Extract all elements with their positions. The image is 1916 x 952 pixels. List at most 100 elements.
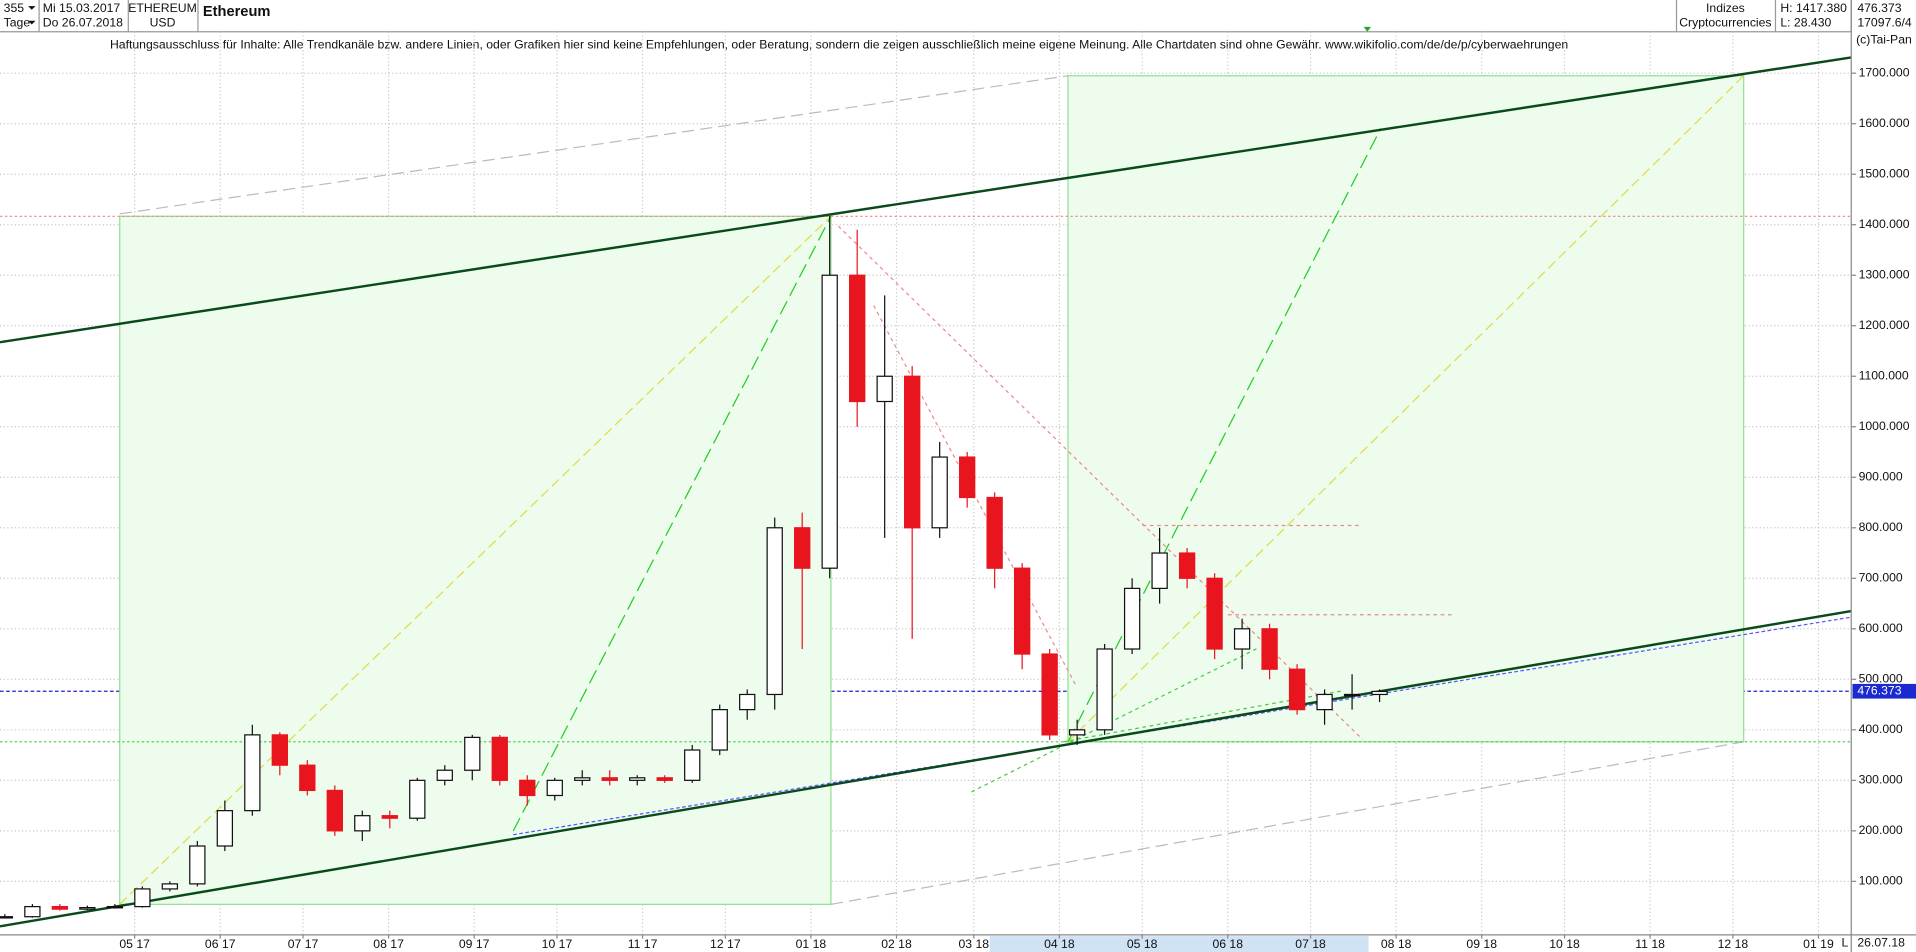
y-tick-label: 1100.000 <box>1859 368 1909 382</box>
candle-body <box>931 456 948 529</box>
candle-body <box>629 777 646 781</box>
candle-body <box>766 527 783 696</box>
candle-body <box>519 779 536 797</box>
volume: 17097.6/4 <box>1857 15 1912 29</box>
x-tick-label: 10 17 <box>542 937 573 951</box>
candle-body <box>24 905 41 918</box>
high: H: 1417.380 <box>1780 1 1847 15</box>
y-tick-label: 500.000 <box>1859 672 1903 686</box>
y-tick-label: 1600.000 <box>1859 116 1910 130</box>
y-tick-label: 1400.000 <box>1859 217 1910 231</box>
candle-body <box>1123 587 1141 650</box>
y-tick-label: 1200.000 <box>1859 318 1910 332</box>
candle-body <box>1041 653 1058 736</box>
candle-body <box>958 456 976 499</box>
candle-body <box>1371 690 1388 696</box>
x-tick-label: 09 17 <box>459 937 490 951</box>
candle-body <box>271 734 288 766</box>
candle-body <box>409 779 426 819</box>
y-tick-label: 1000.000 <box>1859 419 1910 433</box>
candle-body <box>1068 729 1086 736</box>
candle-body <box>299 764 316 792</box>
candle-body <box>1096 648 1113 731</box>
currency: USD <box>150 15 176 29</box>
x-tick-label: 01 19 <box>1803 937 1834 951</box>
trend-line <box>119 75 1069 215</box>
candle-body <box>546 779 563 797</box>
y-tick-label: 200.000 <box>1859 823 1903 837</box>
candle-body <box>986 496 1003 569</box>
candle-body <box>1178 552 1196 579</box>
x-tick-label: 07 18 <box>1295 937 1326 951</box>
candle-body <box>491 736 508 781</box>
x-tick-label: 07 17 <box>288 937 319 951</box>
candle-body <box>849 274 866 403</box>
disclaimer: Haftungsausschluss für Inhalte: Alle Tre… <box>110 37 1568 51</box>
x-tick-label: 03 18 <box>959 937 990 951</box>
y-tick-label: 600.000 <box>1859 621 1903 635</box>
x-tick-label: 06 17 <box>205 937 236 951</box>
candle-body <box>1316 693 1333 711</box>
y-tick-label: 1500.000 <box>1859 166 1910 180</box>
candle-body <box>684 749 701 781</box>
candle-body <box>0 916 14 919</box>
date-to: Do 26.07.2018 <box>43 15 123 29</box>
candle-body <box>1288 668 1306 711</box>
count-select[interactable]: 355 <box>4 1 25 15</box>
x-tick-label: 05 18 <box>1127 937 1158 951</box>
candle-body <box>216 810 234 847</box>
x-tick-label: 12 18 <box>1718 937 1749 951</box>
candle-body <box>739 693 756 711</box>
candle-body <box>79 907 96 910</box>
x-tick-label: 06 18 <box>1212 937 1243 951</box>
candle-body <box>1343 693 1361 697</box>
y-tick-label: 100.000 <box>1859 874 1903 888</box>
candle-body <box>354 815 371 832</box>
x-tick-label: 11 18 <box>1635 937 1665 951</box>
trend-line <box>1067 128 1382 743</box>
y-tick-label: 900.000 <box>1859 470 1903 484</box>
date-from: Mi 15.03.2017 <box>43 1 121 15</box>
x-tick-label: 12 17 <box>710 937 741 951</box>
period-select[interactable]: Tage <box>4 15 31 29</box>
candle-body <box>161 883 179 890</box>
x-tick-label: 11 17 <box>628 937 658 951</box>
x-tick-label: 09 18 <box>1466 937 1497 951</box>
symbol: ETHEREUM <box>128 1 197 15</box>
candle-body <box>656 777 673 781</box>
x-tick-label: 08 18 <box>1381 937 1412 951</box>
candle-body <box>574 777 591 781</box>
channel-line <box>0 56 1852 344</box>
candle-body <box>134 888 151 908</box>
y-tick-label: 1700.000 <box>1859 65 1910 79</box>
last-price-label: 476.373 <box>1857 683 1901 697</box>
candle-body <box>436 769 453 781</box>
category: Cryptocurrencies <box>1679 15 1771 29</box>
candle-body <box>189 845 206 885</box>
candle-body <box>821 274 838 569</box>
candle-body <box>244 734 261 812</box>
marker <box>1363 26 1372 32</box>
last-price-tag <box>1852 683 1916 699</box>
trend-line <box>830 741 1744 905</box>
trend-line <box>512 216 832 832</box>
x-tick-label: 10 18 <box>1549 937 1580 951</box>
footer-date: 26.07.18 <box>1857 936 1905 950</box>
candle-body <box>601 777 618 781</box>
candle-body <box>51 905 69 910</box>
candle-body <box>876 375 893 403</box>
channel-line <box>0 609 1852 928</box>
dropdown-arrow <box>28 6 36 10</box>
low: L: 28.430 <box>1780 15 1831 29</box>
copyright: (c)Tai-Pan <box>1856 33 1912 47</box>
x-tick-label: 04 18 <box>1044 937 1075 951</box>
header: 355 Tage Mi 15.03.2017 Do 26.07.2018 ETH… <box>0 0 1912 33</box>
group: Indizes <box>1706 1 1745 15</box>
candle-body <box>1206 577 1223 650</box>
candle-body <box>1261 628 1278 670</box>
candle-body <box>1013 567 1031 655</box>
x-tick-label: 08 17 <box>373 937 404 951</box>
